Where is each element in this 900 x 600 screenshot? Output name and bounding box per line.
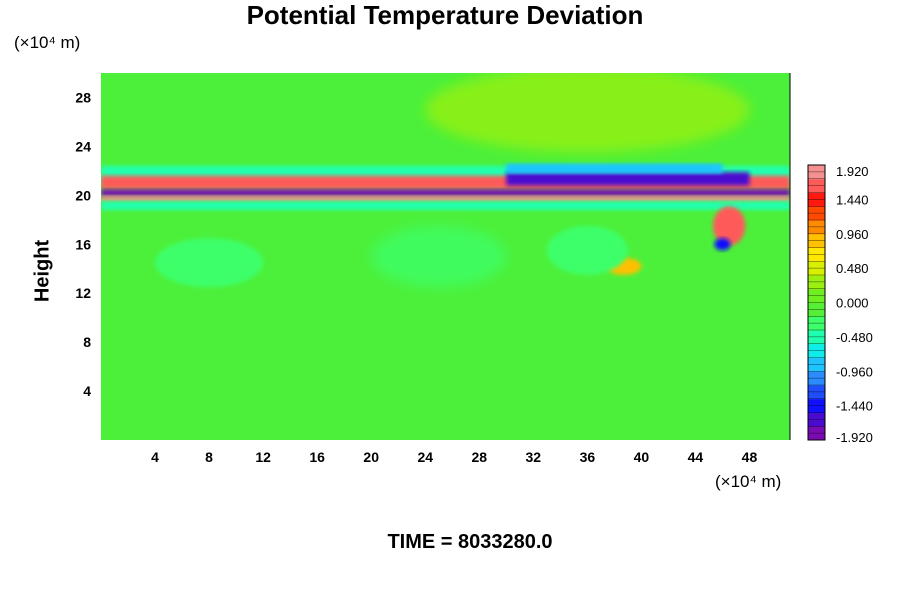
x-tick-label: 8 (205, 449, 213, 465)
y-tick-label: 16 (75, 236, 91, 252)
colorbar-segment (808, 178, 825, 193)
x-tick-label: 48 (742, 449, 758, 465)
y-tick-label: 28 (75, 89, 91, 105)
heatmap-cell-13 (425, 73, 750, 153)
colorbar-tick-label: 0.000 (836, 296, 869, 311)
colorbar-segment (808, 343, 825, 358)
heatmap-band-3 (101, 195, 790, 202)
x-tick-label: 20 (363, 449, 379, 465)
x-tick-label: 24 (417, 449, 433, 465)
chart-title: Potential Temperature Deviation (246, 0, 644, 30)
y-tick-label: 4 (83, 383, 91, 399)
colorbar-tick-label: 1.440 (836, 192, 869, 207)
heatmap-cell-7 (712, 206, 746, 246)
y-tick-label: 12 (75, 285, 91, 301)
colorbar-segment (808, 385, 825, 400)
colorbar: 1.920 1.440 0.960 0.480 0.000 -0.480 -0.960 -1.… (807, 164, 873, 445)
colorbar-segment (808, 316, 825, 331)
colorbar-segment (808, 275, 825, 290)
plot-area (101, 73, 791, 440)
heatmap-cell-10 (546, 225, 628, 275)
x-tick-label: 32 (526, 449, 542, 465)
colorbar-segment (808, 192, 825, 207)
colorbar-segment (808, 426, 825, 441)
y-axis-ticks: 4 8 12 16 20 24 28 (75, 89, 91, 399)
colorbar-segment (808, 288, 825, 303)
heatmap-band-6 (506, 163, 723, 174)
y-tick-label: 8 (83, 334, 91, 350)
x-tick-label: 44 (688, 449, 704, 465)
colorbar-tick-label: 0.960 (836, 227, 869, 242)
heatmap-cell-11 (371, 225, 507, 288)
colorbar-border (807, 164, 826, 441)
colorbar-segment (808, 165, 825, 180)
colorbar-segment (808, 247, 825, 262)
x-tick-label: 36 (580, 449, 596, 465)
y-axis-title: Height (31, 239, 54, 303)
colorbar-segment (808, 261, 825, 276)
colorbar-tick-label: -0.480 (836, 330, 873, 345)
colorbar-tick-label: -0.960 (836, 364, 873, 379)
colorbar-tick-label: 1.920 (836, 164, 869, 179)
heatmap-band-2 (101, 189, 790, 197)
x-tick-label: 16 (309, 449, 325, 465)
time-label: TIME = 8033280.0 (387, 531, 553, 553)
colorbar-segment (808, 412, 825, 427)
colorbar-segment (808, 371, 825, 386)
x-tick-label: 40 (634, 449, 650, 465)
y-axis-unit: (×10⁴ m) (14, 33, 81, 52)
colorbar-tick-label: -1.440 (836, 399, 873, 414)
colorbar-segment (808, 220, 825, 235)
colorbar-segment (808, 398, 825, 413)
colorbar-segment (808, 330, 825, 345)
x-axis-unit: (×10⁴ m) (715, 472, 782, 491)
heatmap-cell-8 (714, 238, 731, 251)
heatmap-cell-12 (155, 238, 264, 288)
x-tick-label: 12 (255, 449, 271, 465)
heatmap-band-5 (506, 172, 750, 186)
colorbar-tick-label: -1.920 (836, 430, 873, 445)
colorbar-segment (808, 302, 825, 317)
colorbar-segment (808, 357, 825, 372)
x-axis-ticks: 4 8 12 16 20 24 28 32 36 40 44 48 (151, 449, 757, 465)
x-tick-label: 28 (471, 449, 487, 465)
colorbar-segment (808, 206, 825, 221)
y-tick-label: 20 (75, 187, 91, 203)
x-tick-label: 4 (151, 449, 159, 465)
colorbar-segment (808, 233, 825, 248)
colorbar-tick-label: 0.480 (836, 261, 869, 276)
y-tick-label: 24 (75, 138, 91, 154)
heatmap-band-4 (101, 201, 790, 211)
